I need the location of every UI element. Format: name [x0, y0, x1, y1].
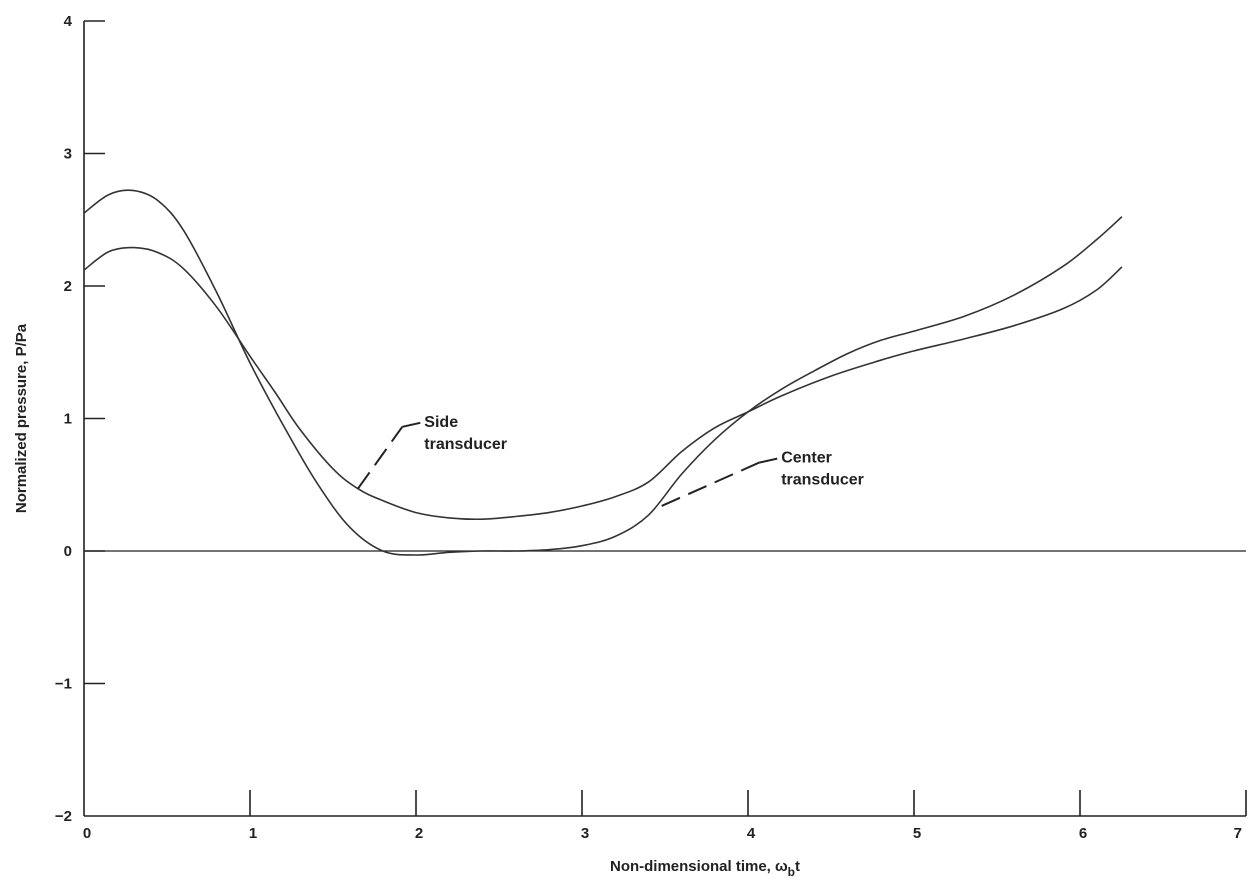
leader-tick-side-transducer — [402, 421, 421, 428]
x-tick-label: 2 — [415, 825, 423, 842]
annotation-label-side-transducer: Side — [424, 414, 458, 431]
axes: 0 1 2 3 4 5 6 7 −2 −1 0 1 2 3 4 — [55, 13, 1247, 842]
x-tick-label: 1 — [249, 825, 257, 842]
annotation-label-center-transducer: transducer — [781, 472, 864, 489]
annotations: Side transducer Center transducer — [357, 414, 864, 507]
y-tick-label: 0 — [64, 543, 72, 560]
y-tick-label: 1 — [64, 411, 72, 428]
x-axis-label: Non-dimensional time, ωbt — [610, 858, 800, 879]
series-layer — [83, 189, 1123, 556]
leader-dashed-side-transducer — [357, 426, 404, 490]
x-tick-label: 3 — [581, 825, 589, 842]
y-tick-label: −1 — [55, 676, 72, 693]
series-line-side-transducer — [83, 246, 1123, 521]
leader-tick-center-transducer — [758, 457, 778, 464]
y-ticks: −2 −1 0 1 2 3 4 — [55, 13, 105, 825]
y-tick-label: 4 — [64, 13, 73, 30]
y-tick-label: −2 — [55, 808, 72, 825]
x-tick-label: 4 — [747, 825, 756, 842]
y-axis-label: Normalized pressure, P/Pa — [13, 323, 30, 513]
series-line-center-transducer — [83, 189, 1123, 556]
leader-dashed-center-transducer — [661, 461, 760, 507]
y-tick-label: 2 — [64, 278, 72, 295]
y-tick-label: 3 — [64, 146, 72, 163]
x-tick-label: 5 — [913, 825, 921, 842]
annotation-label-side-transducer: transducer — [424, 436, 507, 453]
x-tick-label: 6 — [1079, 825, 1087, 842]
x-tick-label: 0 — [83, 825, 91, 842]
x-ticks: 0 1 2 3 4 5 6 7 — [83, 790, 1247, 842]
annotation-label-center-transducer: Center — [781, 450, 832, 467]
x-tick-label: 7 — [1234, 825, 1242, 842]
